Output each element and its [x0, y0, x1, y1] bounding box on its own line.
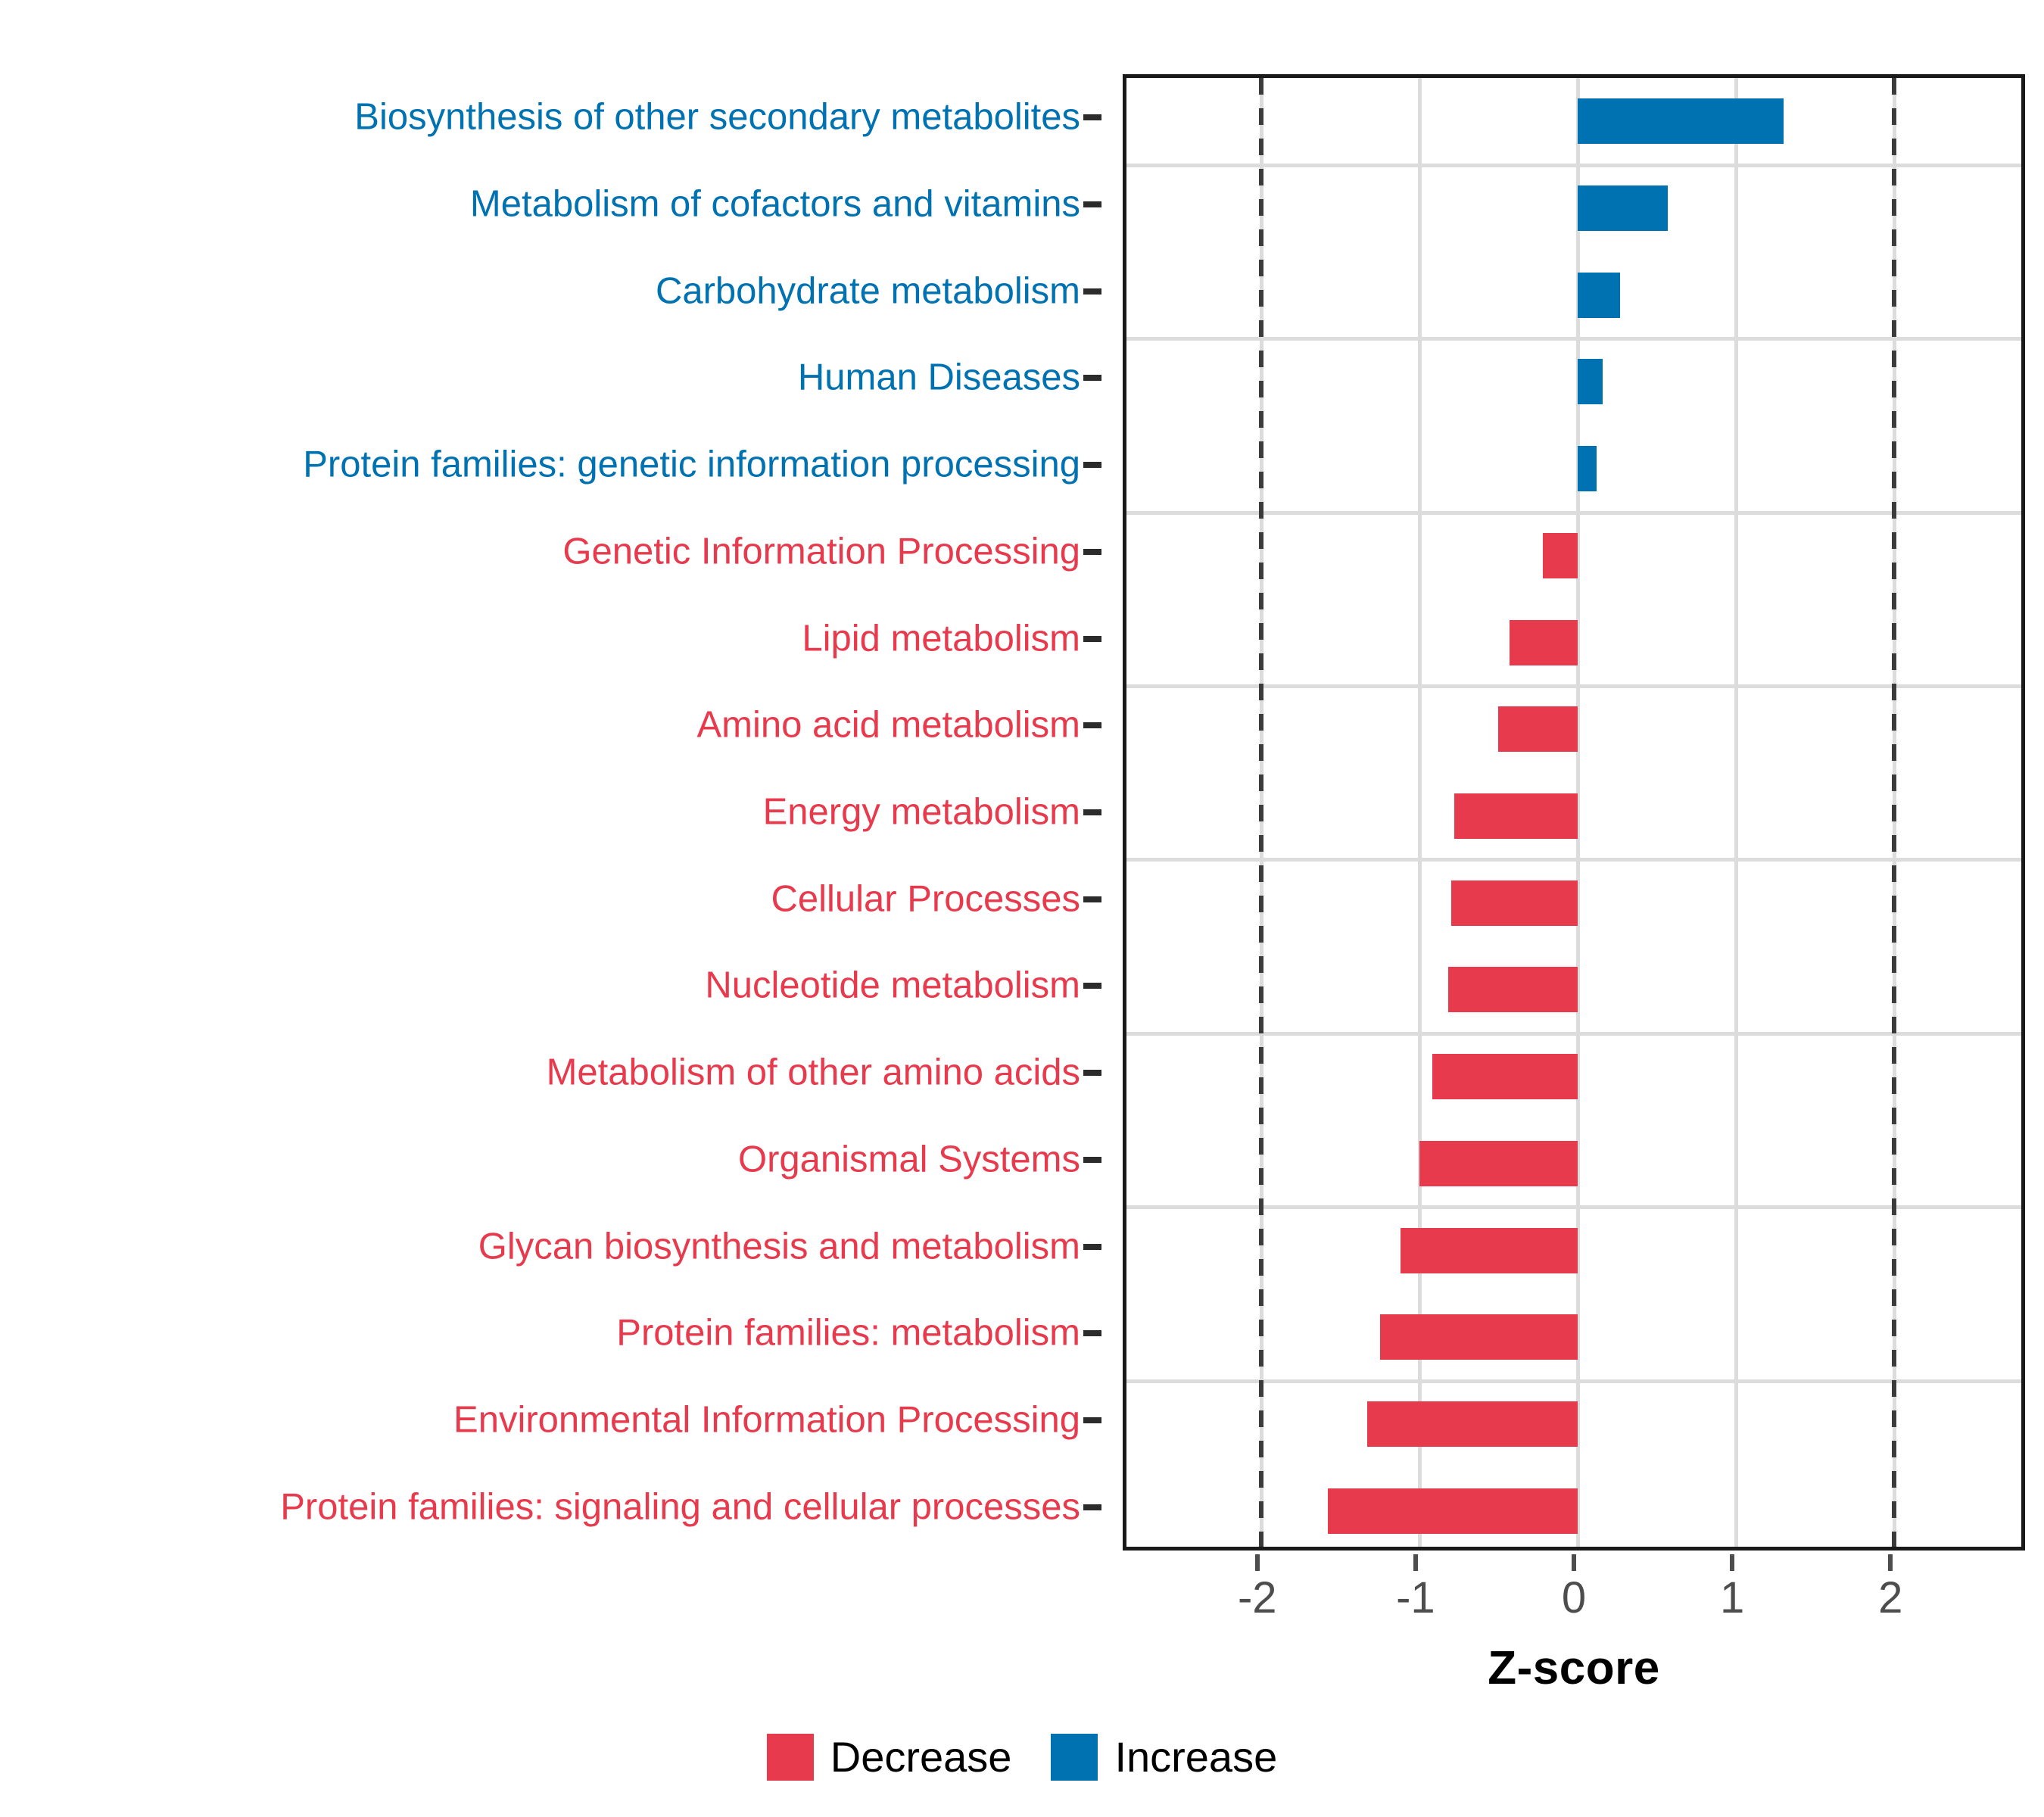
- grid-line-horizontal: [1126, 510, 2021, 515]
- category-label: Amino acid metabolism: [696, 704, 1080, 746]
- bar-increase[interactable]: [1578, 185, 1669, 232]
- grid-line-vertical: [1417, 78, 1422, 1547]
- bar-decrease[interactable]: [1419, 1140, 1578, 1186]
- bar-decrease[interactable]: [1450, 880, 1578, 926]
- category-axis-tick: [1083, 1330, 1101, 1337]
- x-axis-tick-label: -2: [1237, 1573, 1277, 1622]
- legend-swatch-increase: [1051, 1734, 1098, 1781]
- category-axis-tick: [1083, 809, 1101, 815]
- bar-decrease[interactable]: [1327, 1488, 1578, 1534]
- reference-line: [1892, 78, 1897, 1547]
- legend-item-decrease[interactable]: Decrease: [766, 1733, 1012, 1781]
- legend: Decrease Increase: [0, 1734, 2044, 1781]
- category-axis-tick: [1083, 1504, 1101, 1510]
- grid-line-horizontal: [1126, 684, 2021, 688]
- plot-panel: [1123, 74, 2025, 1551]
- x-axis-tick: [1254, 1554, 1260, 1571]
- bar-increase[interactable]: [1578, 272, 1621, 318]
- category-axis-tick: [1083, 201, 1101, 208]
- x-axis-tick: [1730, 1554, 1735, 1571]
- category-label: Cellular Processes: [771, 878, 1081, 920]
- bar-decrease[interactable]: [1542, 532, 1578, 578]
- x-axis-tick: [1572, 1554, 1576, 1571]
- category-label: Protein families: signaling and cellular…: [280, 1486, 1080, 1528]
- legend-label-decrease: Decrease: [830, 1733, 1012, 1781]
- category-label: Environmental Information Processing: [453, 1399, 1080, 1441]
- category-label: Lipid metabolism: [802, 618, 1080, 659]
- grid-line-horizontal: [1126, 163, 2021, 167]
- bar-decrease[interactable]: [1447, 967, 1578, 1013]
- grid-line-vertical: [1576, 78, 1580, 1547]
- category-axis-tick: [1083, 375, 1101, 382]
- category-axis-tick: [1083, 1243, 1101, 1250]
- category-label: Genetic Information Processing: [562, 531, 1080, 572]
- bar-decrease[interactable]: [1498, 706, 1578, 753]
- grid-line-horizontal: [1126, 337, 2021, 341]
- category-axis: Biosynthesis of other secondary metaboli…: [0, 74, 1101, 1551]
- bar-increase[interactable]: [1578, 98, 1784, 145]
- category-axis-tick: [1083, 1070, 1101, 1077]
- category-label: Metabolism of other amino acids: [546, 1052, 1080, 1093]
- x-axis-tick-label: 2: [1878, 1573, 1903, 1622]
- category-axis-tick: [1083, 983, 1101, 990]
- legend-label-increase: Increase: [1114, 1733, 1278, 1781]
- bar-decrease[interactable]: [1454, 793, 1578, 839]
- legend-item-increase[interactable]: Increase: [1051, 1734, 1277, 1781]
- category-label: Energy metabolism: [762, 791, 1080, 833]
- grid-line-horizontal: [1126, 858, 2021, 862]
- bar-decrease[interactable]: [1400, 1227, 1578, 1273]
- grid-line-horizontal: [1126, 1031, 2021, 1036]
- category-axis-tick: [1083, 896, 1101, 902]
- category-label: Metabolism of cofactors and vitamins: [469, 183, 1080, 225]
- category-label: Protein families: genetic information pr…: [303, 444, 1080, 485]
- category-axis-tick: [1083, 635, 1101, 642]
- x-axis-tick-label: 0: [1561, 1573, 1587, 1622]
- category-axis-tick: [1083, 1417, 1101, 1423]
- legend-swatch-decrease: [766, 1734, 814, 1781]
- x-axis-tick: [1888, 1554, 1893, 1571]
- category-axis-tick: [1083, 1156, 1101, 1163]
- bar-decrease[interactable]: [1432, 1054, 1578, 1100]
- grid-line-horizontal: [1126, 1379, 2021, 1383]
- grid-line-vertical: [1734, 78, 1739, 1547]
- category-axis-tick: [1083, 722, 1101, 729]
- reference-line: [1258, 78, 1263, 1547]
- category-axis-tick: [1083, 114, 1101, 121]
- category-label: Human Diseases: [797, 357, 1080, 398]
- category-axis-tick: [1083, 462, 1101, 469]
- x-axis-title: Z-score: [1488, 1642, 1660, 1694]
- bar-decrease[interactable]: [1510, 619, 1578, 665]
- category-label: Biosynthesis of other secondary metaboli…: [354, 96, 1080, 138]
- grid-line-horizontal: [1126, 1205, 2021, 1210]
- category-label: Nucleotide metabolism: [705, 965, 1080, 1006]
- bar-decrease[interactable]: [1366, 1401, 1578, 1447]
- category-label: Carbohydrate metabolism: [655, 270, 1080, 312]
- bar-decrease[interactable]: [1379, 1314, 1578, 1360]
- bar-increase[interactable]: [1578, 359, 1603, 405]
- category-label: Glycan biosynthesis and metabolism: [478, 1226, 1080, 1267]
- bar-increase[interactable]: [1578, 446, 1597, 492]
- category-label: Protein families: metabolism: [616, 1312, 1080, 1354]
- x-axis-tick-label: -1: [1396, 1573, 1435, 1622]
- category-axis-tick: [1083, 288, 1101, 295]
- category-axis-tick: [1083, 548, 1101, 555]
- category-label: Organismal Systems: [737, 1139, 1080, 1180]
- x-axis-tick-label: 1: [1719, 1573, 1745, 1622]
- x-axis-tick: [1413, 1554, 1418, 1571]
